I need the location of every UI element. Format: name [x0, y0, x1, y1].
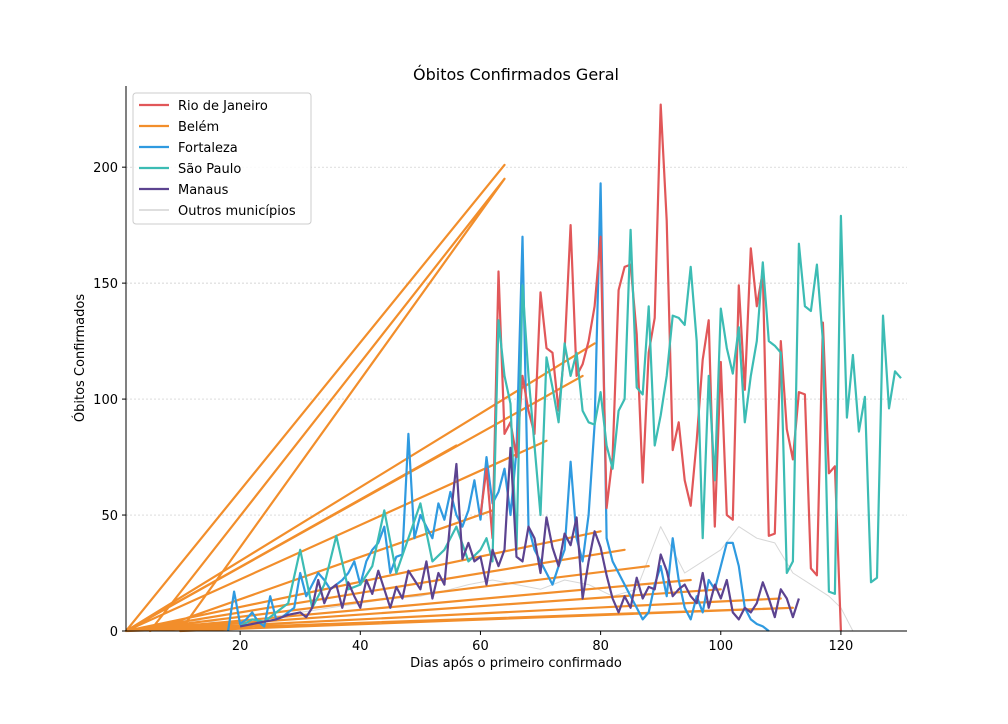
legend-box: [132, 92, 312, 225]
legend: Rio de Janeiro Belém Fortaleza São Paulo Man…: [132, 92, 312, 225]
legend-label: Belém: [178, 120, 219, 135]
x-tick-label: 80: [592, 639, 609, 654]
legend-label: Fortaleza: [178, 141, 238, 156]
y-tick-label: 0: [110, 625, 118, 640]
y-ticks: 0 50 100 150 200: [93, 161, 126, 640]
y-axis-label: Óbitos Confirmados: [72, 294, 88, 422]
legend-label: São Paulo: [178, 162, 241, 177]
axes: [125, 86, 907, 632]
series-line-fortaleza: [227, 182, 770, 632]
y-tick-label: 200: [93, 161, 118, 176]
y-tick-label: 150: [93, 277, 118, 292]
series-line-outros-municipios: [180, 526, 854, 632]
series-line-rio-de-janeiro: [479, 103, 842, 632]
x-tick-label: 120: [829, 639, 854, 654]
y-tick-label: 100: [93, 393, 118, 408]
x-axis-label: Dias após o primeiro confirmado: [410, 656, 622, 671]
x-tick-label: 20: [232, 639, 249, 654]
series-layer: [124, 103, 902, 633]
chart-title: Óbitos Confirmados Geral: [413, 65, 619, 84]
legend-label: Rio de Janeiro: [178, 99, 268, 114]
x-tick-label: 60: [472, 639, 489, 654]
series-line-sao-paulo: [239, 214, 902, 628]
series-line-belem: [124, 163, 795, 633]
x-tick-label: 40: [352, 639, 369, 654]
legend-label: Outros municípios: [178, 204, 296, 219]
y-tick-label: 50: [101, 509, 118, 524]
series-line-manaus: [239, 446, 800, 628]
legend-label: Manaus: [178, 183, 229, 198]
x-ticks: 20 40 60 80 100 120: [232, 631, 853, 654]
x-tick-label: 100: [708, 639, 733, 654]
